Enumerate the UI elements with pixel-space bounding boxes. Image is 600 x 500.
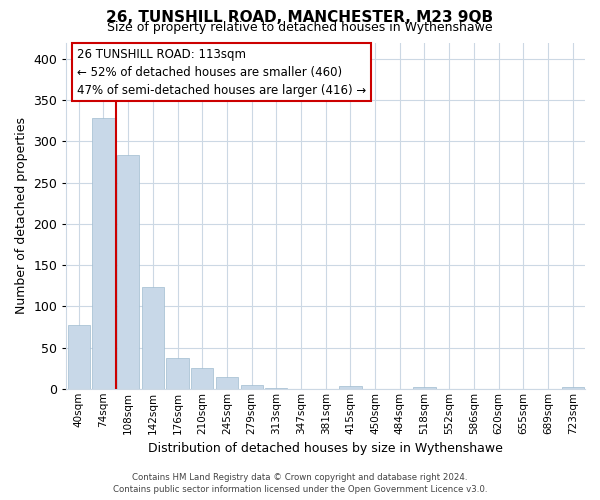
Text: Contains HM Land Registry data © Crown copyright and database right 2024.
Contai: Contains HM Land Registry data © Crown c… bbox=[113, 472, 487, 494]
Bar bbox=[562, 387, 584, 389]
X-axis label: Distribution of detached houses by size in Wythenshawe: Distribution of detached houses by size … bbox=[148, 442, 503, 455]
Y-axis label: Number of detached properties: Number of detached properties bbox=[15, 117, 28, 314]
Bar bbox=[68, 326, 90, 389]
Bar bbox=[117, 156, 139, 389]
Bar bbox=[216, 377, 238, 389]
Bar bbox=[265, 388, 287, 389]
Bar bbox=[241, 384, 263, 389]
Bar bbox=[142, 288, 164, 389]
Bar bbox=[92, 118, 115, 389]
Text: 26 TUNSHILL ROAD: 113sqm
← 52% of detached houses are smaller (460)
47% of semi-: 26 TUNSHILL ROAD: 113sqm ← 52% of detach… bbox=[77, 48, 366, 96]
Bar bbox=[166, 358, 188, 389]
Text: 26, TUNSHILL ROAD, MANCHESTER, M23 9QB: 26, TUNSHILL ROAD, MANCHESTER, M23 9QB bbox=[106, 10, 494, 25]
Bar bbox=[340, 386, 362, 389]
Text: Size of property relative to detached houses in Wythenshawe: Size of property relative to detached ho… bbox=[107, 22, 493, 35]
Bar bbox=[413, 387, 436, 389]
Bar bbox=[191, 368, 214, 389]
